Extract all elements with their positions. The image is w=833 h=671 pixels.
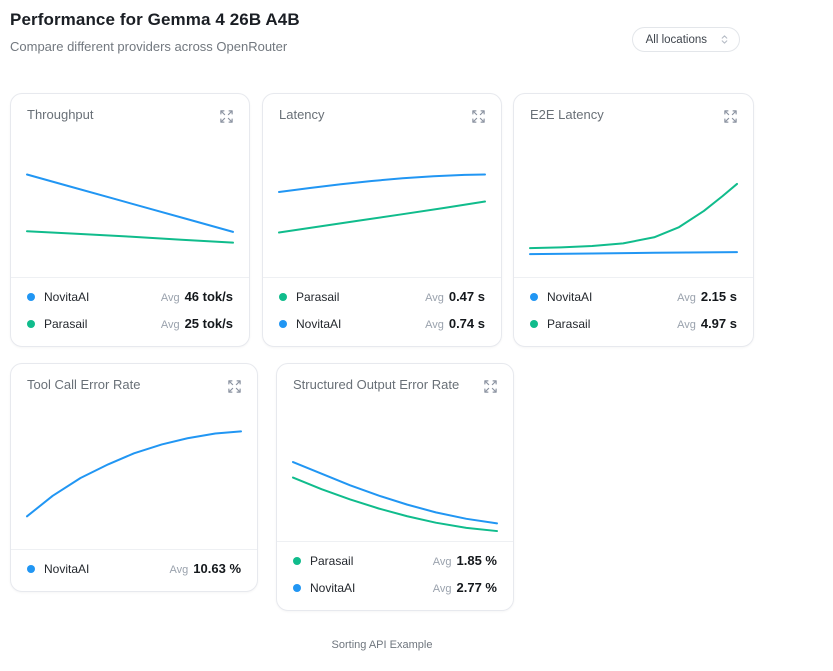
avg-value: 10.63 % (193, 561, 241, 576)
card-title: Throughput (27, 107, 94, 122)
series-dot (279, 319, 287, 328)
legend-item[interactable]: NovitaAI Avg 46 tok/s (27, 283, 233, 310)
legend-item[interactable]: Parasail Avg 1.85 % (293, 547, 497, 574)
avg-value: 25 tok/s (184, 316, 233, 331)
series-name: NovitaAI (44, 561, 90, 576)
series-name: NovitaAI (310, 580, 356, 595)
locations-dropdown-value: All locations (645, 33, 707, 46)
legend: NovitaAI Avg 2.15 s Parasail Avg 4.97 s (514, 277, 753, 346)
tool-call-error-rate-chart[interactable] (11, 396, 257, 549)
card-title: Tool Call Error Rate (27, 377, 141, 392)
expand-icon[interactable] (217, 107, 236, 126)
avg-value: 2.15 s (700, 289, 737, 304)
card-latency: Latency Parasail Avg 0.47 s NovitaAI Avg 0… (262, 93, 502, 347)
page-title: Performance for Gemma 4 26B A4B (10, 10, 300, 29)
avg-label: Avg (432, 556, 452, 568)
expand-icon[interactable] (469, 107, 488, 126)
legend: Parasail Avg 1.85 % NovitaAI Avg 2.77 % (277, 541, 513, 610)
series-dot (27, 564, 35, 573)
legend: NovitaAI Avg 10.63 % (11, 549, 257, 591)
avg-value: 4.97 s (700, 316, 737, 331)
expand-icon[interactable] (225, 377, 244, 396)
card-title: E2E Latency (530, 107, 604, 122)
card-throughput: Throughput NovitaAI Avg 46 tok/s Parasail… (10, 93, 250, 347)
avg-value: 1.85 % (456, 553, 497, 568)
series-name: Parasail (547, 316, 591, 331)
legend-item[interactable]: NovitaAI Avg 2.15 s (530, 283, 737, 310)
locations-dropdown[interactable]: All locations (631, 27, 740, 52)
card-title: Structured Output Error Rate (293, 377, 460, 392)
avg-label: Avg (432, 583, 452, 595)
structured-output-error-rate-chart[interactable] (277, 396, 513, 541)
avg-value: 0.47 s (448, 289, 485, 304)
e2e-latency-chart[interactable] (514, 126, 753, 277)
card-title: Latency (279, 107, 325, 122)
legend: NovitaAI Avg 46 tok/s Parasail Avg 25 tok/… (11, 277, 249, 346)
legend-item[interactable]: Parasail Avg 0.47 s (279, 283, 485, 310)
expand-icon[interactable] (481, 377, 500, 396)
series-name: Parasail (44, 316, 88, 331)
series-name: NovitaAI (296, 316, 342, 331)
latency-chart[interactable] (263, 126, 501, 277)
avg-label: Avg (425, 319, 444, 331)
chevrons-up-down-icon (719, 34, 730, 45)
legend: Parasail Avg 0.47 s NovitaAI Avg 0.74 s (263, 277, 501, 346)
avg-label: Avg (677, 319, 696, 331)
legend-item[interactable]: Parasail Avg 25 tok/s (27, 310, 233, 337)
legend-item[interactable]: NovitaAI Avg 2.77 % (293, 574, 497, 601)
footer-caption: Sorting API Example (331, 639, 433, 651)
legend-item[interactable]: NovitaAI Avg 0.74 s (279, 310, 485, 337)
series-dot (27, 319, 35, 328)
series-name: NovitaAI (547, 289, 593, 304)
expand-icon[interactable] (721, 107, 740, 126)
card-structured-output-error-rate: Structured Output Error Rate Parasail Av… (276, 363, 514, 611)
avg-value: 2.77 % (456, 580, 497, 595)
avg-value: 46 tok/s (184, 289, 233, 304)
avg-value: 0.74 s (448, 316, 485, 331)
legend-item[interactable]: NovitaAI Avg 10.63 % (27, 555, 241, 582)
series-name: Parasail (310, 553, 354, 568)
card-tool-call-error-rate: Tool Call Error Rate NovitaAI Avg 10.63 % (10, 363, 258, 592)
avg-label: Avg (160, 292, 180, 304)
card-e2e-latency: E2E Latency NovitaAI Avg 2.15 s Parasail … (513, 93, 754, 347)
throughput-chart[interactable] (11, 126, 249, 277)
series-dot (530, 319, 538, 328)
page-subtitle: Compare different providers across OpenR… (10, 39, 288, 54)
series-dot (293, 556, 301, 565)
series-name: Parasail (296, 289, 340, 304)
avg-label: Avg (169, 564, 189, 576)
series-dot (293, 583, 301, 592)
series-dot (27, 292, 35, 301)
avg-label: Avg (425, 292, 444, 304)
avg-label: Avg (160, 319, 180, 331)
avg-label: Avg (677, 292, 696, 304)
legend-item[interactable]: Parasail Avg 4.97 s (530, 310, 737, 337)
series-dot (279, 292, 287, 301)
series-dot (530, 292, 538, 301)
series-name: NovitaAI (44, 289, 90, 304)
